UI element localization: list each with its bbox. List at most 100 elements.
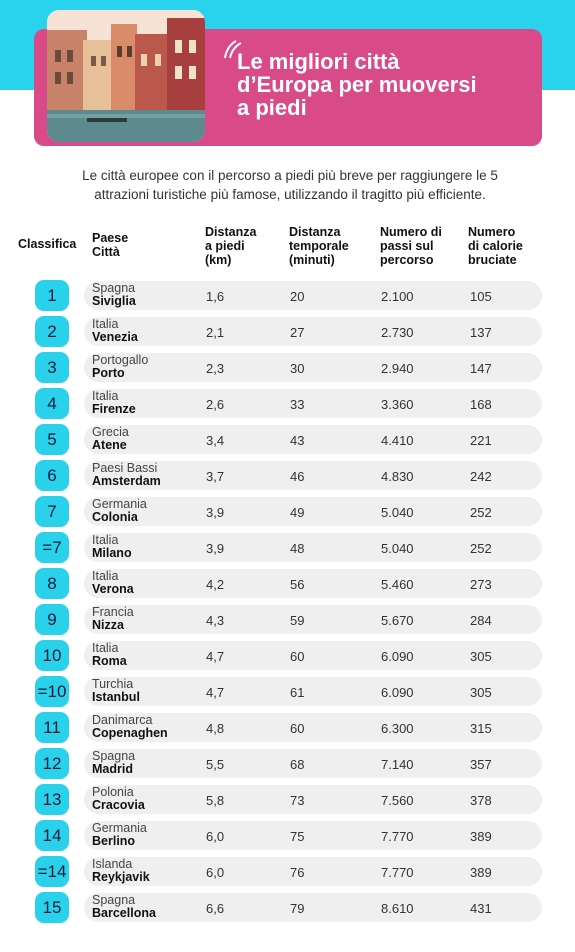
header-line: temporale	[289, 239, 349, 253]
city-name: Firenze	[92, 402, 136, 416]
country-name: Spagna	[92, 281, 136, 295]
calories-burned: 147	[470, 361, 492, 376]
table-row: 14 Germania Berlino 6,0 75 7.770 389	[0, 820, 575, 851]
time-minutes: 48	[290, 541, 305, 556]
calories-burned: 305	[470, 685, 492, 700]
row-background	[84, 641, 542, 670]
distance-km: 2,6	[206, 397, 225, 412]
country-name: Italia	[92, 533, 119, 547]
city-name: Reykjavik	[92, 870, 150, 884]
step-count: 2.100	[381, 289, 414, 304]
step-count: 5.040	[381, 541, 414, 556]
table-row: =14 Islanda Reykjavik 6,0 76 7.770 389	[0, 856, 575, 887]
calories-burned: 252	[470, 505, 492, 520]
country-name: Spagna	[92, 749, 136, 763]
calories-burned: 242	[470, 469, 492, 484]
rank-badge: 5	[35, 424, 69, 455]
country-name: Italia	[92, 389, 119, 403]
header-line: (minuti)	[289, 253, 335, 267]
table-row: =7 Italia Milano 3,9 48 5.040 252	[0, 532, 575, 563]
time-minutes: 73	[290, 793, 305, 808]
city-name: Cracovia	[92, 798, 145, 812]
table-row: 9 Francia Nizza 4,3 59 5.670 284	[0, 604, 575, 635]
table-row: 8 Italia Verona 4,2 56 5.460 273	[0, 568, 575, 599]
table-row: 13 Polonia Cracovia 5,8 73 7.560 378	[0, 784, 575, 815]
header-place: Paese Città	[92, 231, 128, 259]
step-count: 7.560	[381, 793, 414, 808]
distance-km: 3,7	[206, 469, 225, 484]
row-background	[84, 785, 542, 814]
distance-km: 2,1	[206, 325, 225, 340]
row-background	[84, 893, 542, 922]
rank-badge: 7	[35, 496, 69, 527]
time-minutes: 46	[290, 469, 305, 484]
city-name: Madrid	[92, 762, 133, 776]
time-minutes: 75	[290, 829, 305, 844]
header-line: bruciate	[468, 253, 517, 267]
calories-burned: 284	[470, 613, 492, 628]
subtitle-line: Le città europee con il percorso a piedi…	[82, 168, 498, 183]
header-line: (km)	[205, 253, 232, 267]
row-background	[84, 389, 542, 418]
calories-burned: 137	[470, 325, 492, 340]
time-minutes: 79	[290, 901, 305, 916]
distance-km: 4,2	[206, 577, 225, 592]
row-background	[84, 857, 542, 886]
city-name: Colonia	[92, 510, 138, 524]
rank-badge: 4	[35, 388, 69, 419]
step-count: 2.940	[381, 361, 414, 376]
distance-km: 3,9	[206, 541, 225, 556]
calories-burned: 389	[470, 865, 492, 880]
row-background	[84, 317, 542, 346]
table-row: 10 Italia Roma 4,7 60 6.090 305	[0, 640, 575, 671]
city-name: Istanbul	[92, 690, 140, 704]
header-steps: Numero di passi sul percorso	[380, 225, 442, 267]
subtitle: Le città europee con il percorso a piedi…	[40, 166, 540, 204]
country-name: Portogallo	[92, 353, 149, 367]
country-name: Francia	[92, 605, 134, 619]
country-name: Polonia	[92, 785, 134, 799]
header-line: Numero di	[380, 225, 442, 239]
header-rank: Classifica	[18, 237, 77, 251]
step-count: 8.610	[381, 901, 414, 916]
rank-badge: 9	[35, 604, 69, 635]
row-background	[84, 677, 542, 706]
time-minutes: 61	[290, 685, 305, 700]
table-row: 7 Germania Colonia 3,9 49 5.040 252	[0, 496, 575, 527]
calories-burned: 252	[470, 541, 492, 556]
row-background	[84, 713, 542, 742]
step-count: 4.830	[381, 469, 414, 484]
city-name: Siviglia	[92, 294, 136, 308]
header-line: passi sul	[380, 239, 434, 253]
rank-badge: 15	[35, 892, 69, 923]
time-minutes: 60	[290, 721, 305, 736]
rank-badge: 2	[35, 316, 69, 347]
table-row: =10 Turchia Istanbul 4,7 61 6.090 305	[0, 676, 575, 707]
calories-burned: 273	[470, 577, 492, 592]
title-line: a piedi	[237, 95, 307, 120]
city-name: Atene	[92, 438, 127, 452]
calories-burned: 431	[470, 901, 492, 916]
step-count: 7.770	[381, 829, 414, 844]
title-line: Le migliori città	[237, 49, 400, 74]
row-background	[84, 533, 542, 562]
header-time: Distanza temporale (minuti)	[289, 225, 349, 267]
header-calories: Numero di calorie bruciate	[468, 225, 523, 267]
table-row: 12 Spagna Madrid 5,5 68 7.140 357	[0, 748, 575, 779]
rank-badge: =14	[35, 856, 69, 887]
header-line: di calorie	[468, 239, 523, 253]
time-minutes: 76	[290, 865, 305, 880]
header-line: percorso	[380, 253, 434, 267]
row-background	[84, 605, 542, 634]
distance-km: 3,9	[206, 505, 225, 520]
table-row: 4 Italia Firenze 2,6 33 3.360 168	[0, 388, 575, 419]
rank-badge: =10	[35, 676, 69, 707]
distance-km: 4,3	[206, 613, 225, 628]
time-minutes: 60	[290, 649, 305, 664]
header-line: a piedi	[205, 239, 245, 253]
distance-km: 2,3	[206, 361, 225, 376]
distance-km: 4,8	[206, 721, 225, 736]
distance-km: 4,7	[206, 685, 225, 700]
step-count: 5.040	[381, 505, 414, 520]
time-minutes: 56	[290, 577, 305, 592]
